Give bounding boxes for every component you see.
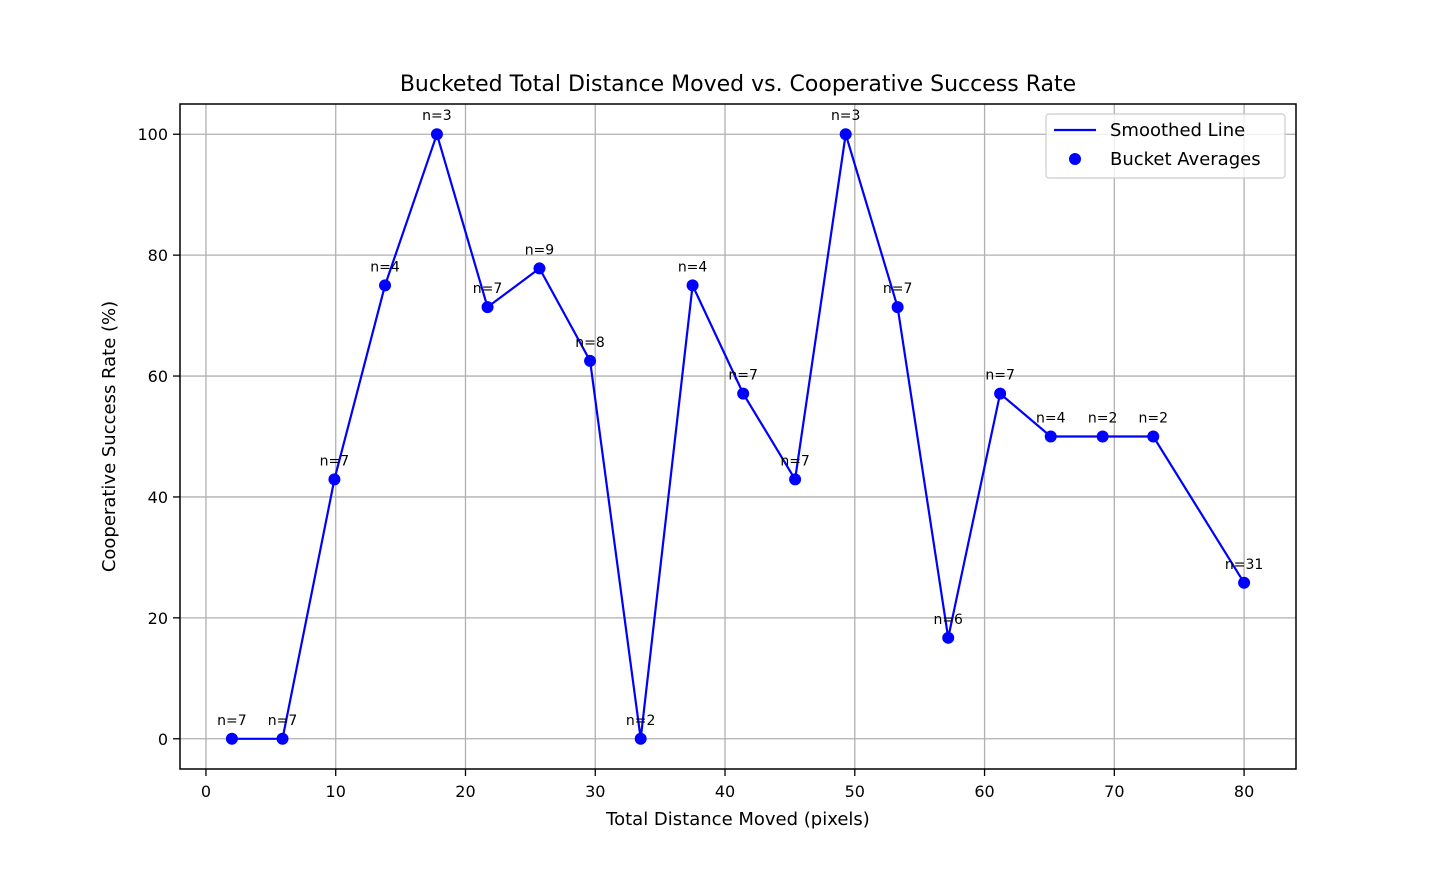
bucket-count-label: n=7 (728, 368, 758, 384)
bucket-count-label: n=7 (985, 368, 1015, 384)
x-tick-label: 70 (1104, 782, 1124, 801)
data-label-layer: n=7 n=7 n=7 n=4 n=3 n=7 n=9 n=8 n=2 n=4 n=7 n=7 n=3 n… (217, 108, 1263, 729)
bucket-average-point (1238, 576, 1251, 589)
bucket-average-point (225, 732, 238, 745)
y-tick-label: 20 (148, 609, 168, 628)
bucket-count-label: n=3 (422, 108, 452, 124)
legend-label-smoothed-line: Smoothed Line (1110, 120, 1245, 141)
bucket-count-label: n=7 (217, 713, 247, 729)
x-tick-label: 60 (974, 782, 994, 801)
bucket-count-label: n=6 (933, 612, 963, 628)
x-axis-label: Total Distance Moved (pixels) (605, 809, 870, 830)
bucket-average-point (994, 387, 1007, 400)
y-tick-label: 40 (148, 488, 168, 507)
bucket-average-point (891, 301, 904, 314)
bucket-average-point (379, 279, 392, 292)
bucket-average-point (839, 128, 852, 141)
bucket-count-label: n=7 (473, 281, 503, 297)
grid (180, 104, 1296, 769)
bucket-average-point (1096, 430, 1109, 443)
x-tick-label: 10 (326, 782, 346, 801)
smoothed-line (231, 130, 1246, 740)
bucket-count-label: n=7 (268, 713, 298, 729)
bucket-count-label: n=31 (1225, 557, 1263, 573)
tick-layer: 0 10 20 30 40 50 60 70 80 0 20 40 60 80 100 (137, 125, 1254, 801)
x-tick-label: 20 (455, 782, 475, 801)
bucket-average-point (481, 301, 494, 314)
bucket-count-label: n=2 (1138, 411, 1168, 427)
bucket-average-point (328, 473, 341, 486)
bucket-average-point (430, 128, 443, 141)
bucket-average-point (1044, 430, 1057, 443)
y-tick-label: 80 (148, 246, 168, 265)
bucket-average-point (686, 279, 699, 292)
legend-box (1045, 113, 1286, 179)
x-tick-label: 30 (585, 782, 605, 801)
bucket-count-label: n=3 (831, 108, 861, 124)
x-tick-label: 50 (845, 782, 865, 801)
bucket-average-point (737, 387, 750, 400)
bucket-average-point (276, 732, 289, 745)
bucket-average-point (533, 262, 546, 275)
y-axis-label: Cooperative Success Rate (%) (99, 301, 120, 572)
x-tick-label: 80 (1234, 782, 1254, 801)
series-layer (225, 128, 1251, 745)
y-tick-label: 0 (158, 730, 168, 749)
x-tick-label: 0 (201, 782, 211, 801)
bucket-count-label: n=7 (320, 453, 350, 469)
plot-frame (179, 103, 1297, 770)
bucket-count-label: n=7 (780, 453, 810, 469)
bucket-average-point (789, 473, 802, 486)
bucket-average-point (942, 631, 955, 644)
y-tick-label: 60 (148, 367, 168, 386)
bucket-count-label: n=7 (883, 281, 913, 297)
bucket-count-label: n=4 (678, 259, 708, 275)
legend-marker-swatch (1069, 153, 1081, 165)
x-tick-label: 40 (715, 782, 735, 801)
legend: Smoothed Line Bucket Averages (1045, 113, 1286, 179)
bucket-average-point (1147, 430, 1160, 443)
bucket-count-label: n=8 (575, 335, 605, 351)
legend-label-bucket-averages: Bucket Averages (1110, 149, 1261, 170)
bucket-average-point (634, 732, 647, 745)
bucket-count-label: n=2 (626, 713, 656, 729)
bucket-count-label: n=4 (1036, 411, 1066, 427)
bucket-count-label: n=4 (370, 259, 400, 275)
bucket-count-label: n=2 (1088, 411, 1118, 427)
y-tick-label: 100 (137, 125, 168, 144)
bucket-count-label: n=9 (525, 242, 555, 258)
bucket-average-point (584, 354, 597, 367)
chart-title: Bucketed Total Distance Moved vs. Cooper… (400, 72, 1076, 97)
